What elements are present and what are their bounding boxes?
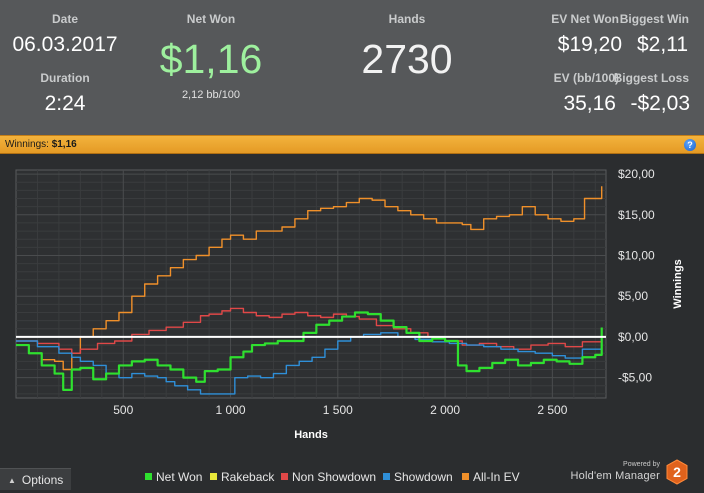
winnings-bar: Winnings: $1,16 ? <box>0 135 704 154</box>
bb-per-100: 2,12 bb/100 <box>181 89 241 101</box>
duration-label: Duration <box>40 71 90 85</box>
biggest-win-label: Biggest Win <box>619 12 689 26</box>
net-won-label: Net Won <box>186 12 236 26</box>
holdem-manager-logo-icon: 2 <box>666 459 688 485</box>
winnings-graph: 500 1 000 1 500 2 000 2 500 $20,00 $15,00 $10,0… <box>15 167 684 441</box>
help-icon[interactable]: ? <box>684 139 696 151</box>
powered-by-label: Powered by <box>623 461 660 468</box>
legend-swatch-net-won <box>145 473 152 480</box>
legend-non-showdown[interactable]: Non Showdown <box>281 470 376 484</box>
legend-swatch-all-in-ev <box>462 473 469 480</box>
legend-swatch-rakeback <box>210 473 217 480</box>
session-stats-panel: Date 06.03.2017 Duration 2:24 Net Won $1… <box>0 0 704 135</box>
winnings-value: $1,16 <box>51 139 77 150</box>
duration-value: 2:24 <box>44 92 86 115</box>
options-label: Options <box>21 473 64 487</box>
brand-name: Hold'em Manager <box>570 470 660 482</box>
y-tick-label: -$5,00 <box>618 371 652 385</box>
x-tick-label: 1 500 <box>323 403 353 417</box>
logo-number: 2 <box>673 464 681 480</box>
hands-label: Hands <box>388 12 426 26</box>
ev-bb100-label: EV (bb/100) <box>553 71 619 85</box>
y-axis-title: Winnings <box>672 259 684 308</box>
y-tick-label: $15,00 <box>618 208 655 222</box>
biggest-loss-label: Biggest Loss <box>613 71 689 85</box>
winnings-chart: 500 1 000 1 500 2 000 2 500 $20,00 $15,00 $10,0… <box>0 154 704 466</box>
legend-label-non-showdown: Non Showdown <box>292 470 377 484</box>
x-tick-label: 500 <box>113 403 133 417</box>
options-button[interactable]: ▲ Options <box>0 468 71 490</box>
legend-label-rakeback: Rakeback <box>221 470 275 484</box>
winnings-summary: Winnings: $1,16 <box>5 139 77 150</box>
biggest-loss-value: -$2,03 <box>630 92 690 115</box>
y-tick-label: $0,00 <box>618 330 648 344</box>
legend-swatch-showdown <box>383 473 390 480</box>
x-axis-title: Hands <box>294 429 328 441</box>
biggest-win-value: $2,11 <box>637 33 688 56</box>
chevron-up-icon: ▲ <box>8 476 16 485</box>
legend-net-won[interactable]: Net Won <box>145 470 202 484</box>
series-line-net-won <box>16 311 603 391</box>
date-value: 06.03.2017 <box>12 33 118 56</box>
hands-value: 2730 <box>361 36 453 82</box>
legend-label-showdown: Showdown <box>394 470 453 484</box>
y-tick-label: $10,00 <box>618 249 655 263</box>
y-tick-label: $20,00 <box>618 167 655 181</box>
legend-all-in-ev[interactable]: All-In EV <box>462 470 520 484</box>
x-tick-label: 1 000 <box>216 403 246 417</box>
winnings-label: Winnings: <box>5 139 49 150</box>
series-line-showdown <box>16 332 603 395</box>
legend-showdown[interactable]: Showdown <box>383 470 453 484</box>
legend-rakeback[interactable]: Rakeback <box>210 470 274 484</box>
series-line-non-showdown <box>16 307 603 354</box>
ev-bb100-value: 35,16 <box>563 92 616 115</box>
legend-label-net-won: Net Won <box>156 470 203 484</box>
series-line-all-in-ev <box>16 186 603 371</box>
date-label: Date <box>51 12 79 26</box>
footer-bar: ▲ Options Net Won Rakeback Non Showdown S… <box>0 459 704 493</box>
legend-swatch-non-showdown <box>281 473 288 480</box>
net-won-value: $1,16 <box>159 36 263 82</box>
x-tick-label: 2 000 <box>430 403 460 417</box>
y-tick-label: $5,00 <box>618 289 648 303</box>
legend-label-all-in-ev: All-In EV <box>473 470 520 484</box>
ev-net-won-value: $19,20 <box>557 33 622 56</box>
x-tick-label: 2 500 <box>537 403 567 417</box>
ev-net-won-label: EV Net Won <box>551 12 619 26</box>
